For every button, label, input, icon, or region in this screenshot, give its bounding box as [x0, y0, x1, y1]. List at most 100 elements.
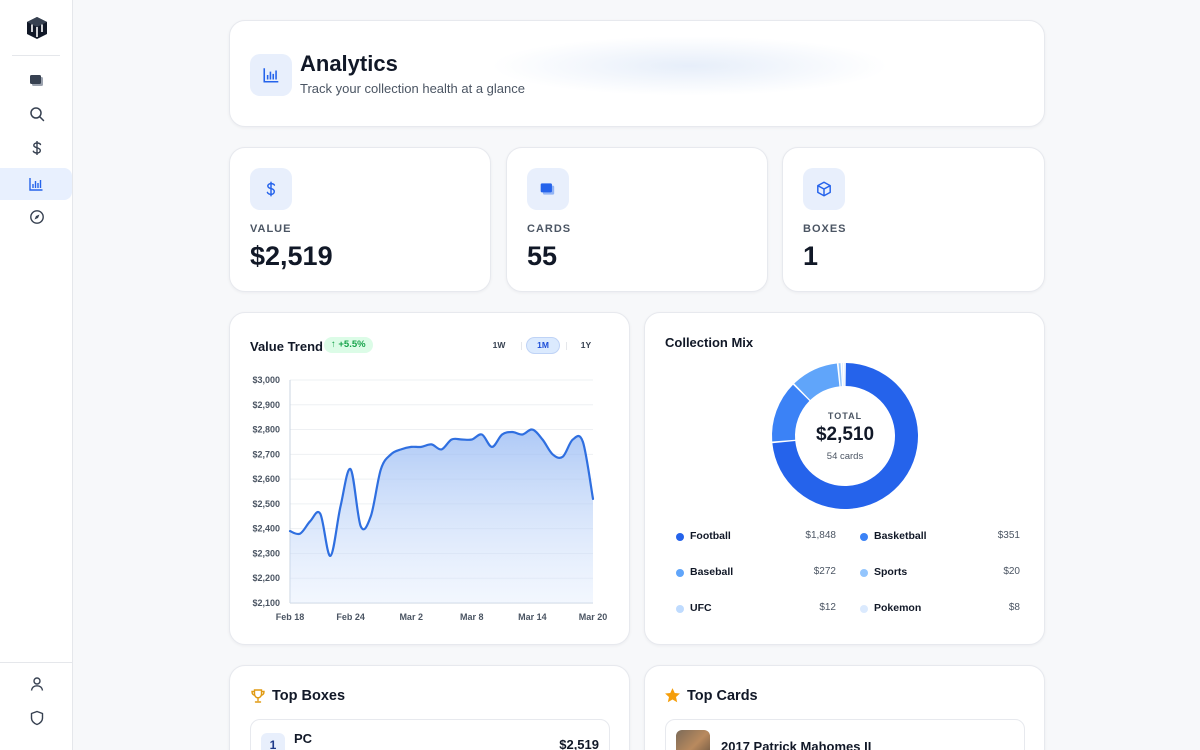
stacked-cards-icon [540, 183, 555, 195]
stat-icon-tile [803, 168, 845, 210]
collection-mix-card: Collection Mix TOTAL $2,510 54 cards Foo… [644, 312, 1045, 645]
range-button-1m[interactable]: 1M [527, 338, 559, 353]
legend-dot [676, 605, 684, 613]
donut-slice-football[interactable] [772, 363, 918, 509]
trend-point [590, 496, 596, 502]
trend-point [408, 444, 414, 450]
sidebar-item-analytics[interactable] [0, 168, 72, 200]
stacked-cards-icon [29, 75, 43, 86]
legend-value: $8 [1008, 602, 1020, 613]
shield-icon [30, 710, 43, 726]
trend-point [529, 427, 535, 433]
donut-slice-ufc[interactable] [842, 363, 844, 387]
range-button-1y[interactable]: 1Y [580, 340, 592, 350]
user-icon [30, 677, 43, 691]
stat-label: BOXES [803, 223, 847, 235]
trend-point [338, 503, 344, 509]
box-value: $2,519 [559, 737, 599, 750]
legend-value: $351 [997, 530, 1020, 541]
bar-chart-icon [263, 68, 279, 83]
stat-card-value: VALUE $2,519 [229, 147, 491, 292]
stat-label: VALUE [250, 223, 292, 235]
stat-label: CARDS [527, 223, 572, 235]
legend-dot [676, 569, 684, 577]
trend-point [348, 466, 354, 472]
y-tick-label: $2,200 [252, 573, 280, 583]
top-cards-card: Top Cards 2017 Patrick Mahomes II [644, 665, 1045, 750]
legend-value: $12 [819, 602, 836, 613]
trend-point [580, 439, 586, 445]
trend-point [327, 553, 333, 559]
legend-item: Baseball $272 [676, 565, 836, 581]
trend-point [378, 466, 384, 472]
legend-name: Basketball [874, 530, 927, 542]
trend-point [489, 444, 495, 450]
y-tick-label: $2,800 [252, 425, 280, 435]
stat-icon-tile [250, 168, 292, 210]
trend-title: Value Trend [250, 339, 323, 354]
top-boxes-title: Top Boxes [272, 688, 346, 704]
legend-item: Pokemon $8 [860, 601, 1020, 617]
dollar-icon [266, 181, 276, 197]
trend-point [560, 454, 566, 460]
legend-value: $20 [1003, 566, 1020, 577]
bar-chart-icon [29, 178, 43, 191]
donut-slice-pokemon[interactable] [844, 363, 845, 387]
sidebar-item-cards[interactable] [0, 65, 73, 97]
donut-total-value: $2,510 [815, 424, 875, 445]
list-item[interactable]: 1 PC $2,519 [250, 719, 610, 750]
app-logo-icon[interactable] [24, 15, 50, 41]
range-button-1w[interactable]: 1W [492, 340, 506, 350]
top-boxes-card: Top Boxes 1 PC $2,519 [229, 665, 630, 750]
trend-point [509, 429, 515, 435]
list-item[interactable]: 2017 Patrick Mahomes II [665, 719, 1025, 750]
sidebar-item-profile[interactable] [0, 668, 73, 700]
trend-point [358, 523, 364, 529]
stat-card-cards: CARDS 55 [506, 147, 768, 292]
trend-change-badge: ↑ +5.5% [324, 337, 373, 353]
trend-point [570, 437, 576, 443]
search-icon [29, 107, 44, 122]
donut-slice-basketball[interactable] [772, 384, 810, 442]
donut-slice-baseball[interactable] [794, 363, 840, 401]
y-tick-label: $3,000 [252, 375, 280, 385]
sidebar-divider [12, 55, 60, 56]
trend-point [317, 511, 323, 517]
donut-total-label: TOTAL [827, 411, 863, 421]
stat-value: 1 [803, 241, 819, 271]
trend-point [428, 441, 434, 447]
trend-point [540, 437, 546, 443]
y-tick-label: $2,600 [252, 474, 280, 484]
sidebar-item-security[interactable] [0, 702, 73, 734]
y-tick-label: $2,400 [252, 524, 280, 534]
range-divider [566, 342, 567, 350]
sidebar-item-explore[interactable] [0, 201, 73, 233]
legend-dot [860, 533, 868, 541]
trend-point [388, 451, 394, 457]
range-divider [521, 342, 522, 350]
stat-icon-tile [527, 168, 569, 210]
legend-item: Football $1,848 [676, 529, 836, 545]
y-tick-label: $2,700 [252, 449, 280, 459]
stat-value: 55 [527, 241, 558, 271]
page-title: Analytics [300, 51, 398, 76]
x-tick-label: Mar 20 [579, 612, 608, 622]
trend-point [449, 437, 455, 443]
trend-point [499, 432, 505, 438]
y-tick-label: $2,500 [252, 499, 280, 509]
trend-point [439, 446, 445, 452]
legend-value: $1,848 [805, 530, 836, 541]
x-tick-label: Feb 18 [276, 612, 305, 622]
x-tick-label: Mar 14 [518, 612, 547, 622]
mix-title: Collection Mix [665, 335, 754, 350]
sidebar-item-search[interactable] [0, 98, 73, 130]
donut-slice-sports[interactable] [838, 363, 842, 387]
y-axis-ticks: $3,000 $2,900 $2,800 $2,700 $2,600 $2,500 $2,4… [252, 375, 280, 608]
dollar-icon [32, 141, 41, 155]
sidebar-divider [0, 662, 73, 663]
trend-point [519, 432, 525, 438]
legend-name: UFC [690, 602, 712, 614]
trend-point [297, 531, 303, 537]
collection-mix-donut [772, 363, 918, 509]
sidebar-item-dollar[interactable] [0, 132, 73, 164]
